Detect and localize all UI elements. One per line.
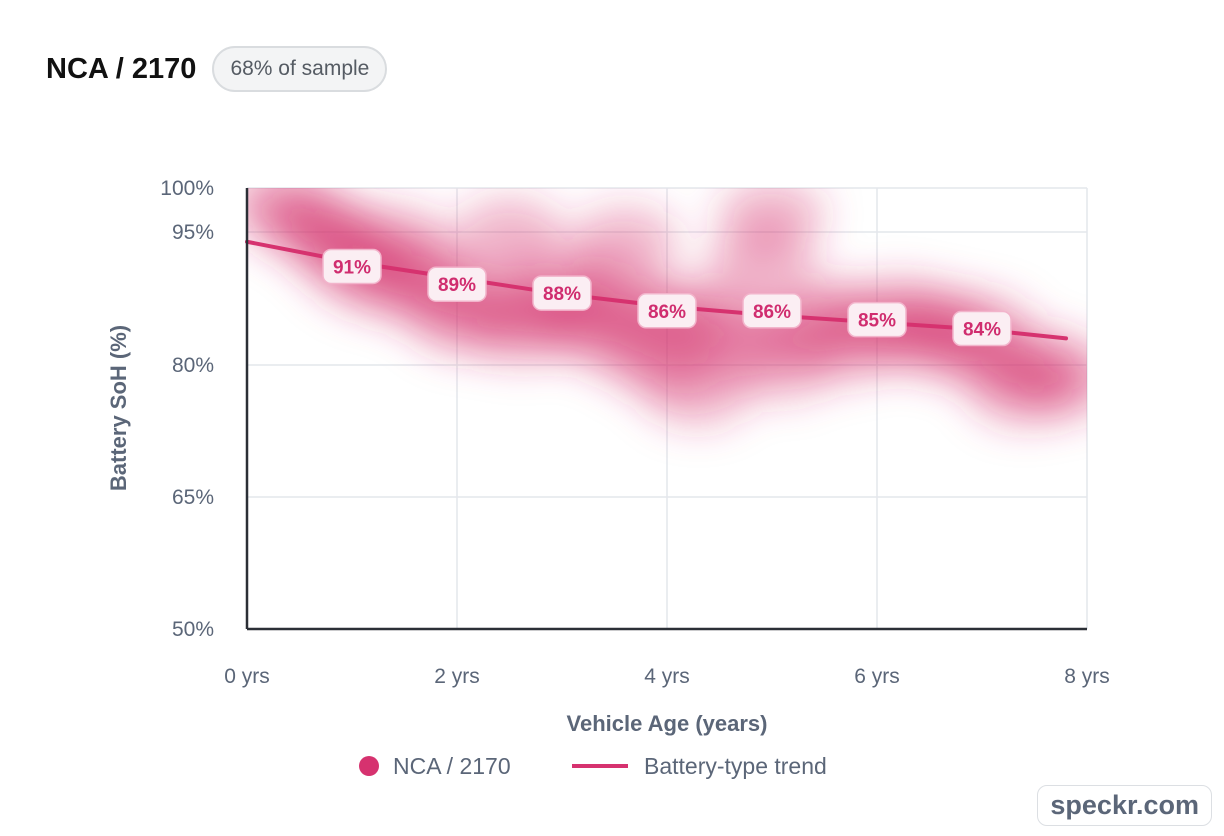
- legend: NCA / 2170 Battery-type trend: [359, 753, 827, 779]
- x-tick-label-1: 2 yrs: [434, 665, 480, 688]
- density-point-28: [720, 188, 824, 249]
- chart-header: NCA / 2170 68% of sample: [46, 46, 388, 92]
- y-tick-label-3: 95%: [172, 221, 214, 244]
- point-label-text-2: 88%: [543, 284, 581, 305]
- x-axis-title: Vehicle Age (years): [567, 711, 768, 736]
- y-tick-label-4: 100%: [160, 177, 214, 200]
- point-label-box-2: [532, 275, 592, 311]
- x-tick-label-0: 0 yrs: [224, 665, 270, 688]
- legend-density-label: NCA / 2170: [393, 753, 511, 779]
- point-labels: 91% 89% 88% 86% 86% 85% 84%: [322, 248, 1012, 347]
- point-label-3: 86%: [637, 293, 697, 329]
- legend-density-swatch: [359, 756, 379, 776]
- point-label-5: 85%: [847, 301, 907, 338]
- point-label-6: 84%: [952, 310, 1012, 347]
- y-tick-label-1: 65%: [172, 486, 214, 509]
- point-label-2: 88%: [532, 275, 592, 311]
- y-tick-label-0: 50%: [172, 618, 214, 641]
- point-label-4: 86%: [742, 293, 802, 329]
- point-label-box-6: [952, 310, 1012, 347]
- tick-labels: 50% 65% 80% 95% 100% 0 yrs 2 yrs 4 yrs 6 yrs 8 yr…: [160, 177, 1109, 688]
- density-point-42: [1014, 348, 1087, 417]
- point-label-box-1: [427, 266, 487, 302]
- density-point-19: [573, 206, 677, 275]
- point-label-box-0: [322, 248, 382, 285]
- x-tick-label-3: 6 yrs: [854, 665, 900, 688]
- point-label-box-3: [637, 293, 697, 329]
- point-label-0: 91%: [322, 248, 382, 285]
- point-label-text-3: 86%: [648, 302, 686, 323]
- axes: [245, 188, 1087, 631]
- legend-trend-label: Battery-type trend: [644, 753, 827, 779]
- chart-title: NCA / 2170: [46, 52, 197, 85]
- x-tick-label-2: 4 yrs: [644, 665, 690, 688]
- point-label-text-1: 89%: [438, 275, 476, 296]
- y-tick-label-2: 80%: [172, 354, 214, 377]
- point-label-text-5: 85%: [858, 311, 896, 332]
- brand-watermark: speckr.com: [1037, 785, 1212, 826]
- point-label-text-6: 84%: [963, 320, 1001, 341]
- y-axis-title: Battery SoH (%): [106, 325, 131, 491]
- point-label-text-0: 91%: [333, 257, 371, 278]
- point-label-box-5: [847, 301, 907, 338]
- x-tick-label-4: 8 yrs: [1064, 665, 1110, 688]
- sample-share-badge: 68% of sample: [212, 46, 388, 92]
- point-label-text-4: 86%: [753, 302, 791, 323]
- point-label-box-4: [742, 293, 802, 329]
- point-label-1: 89%: [427, 266, 487, 302]
